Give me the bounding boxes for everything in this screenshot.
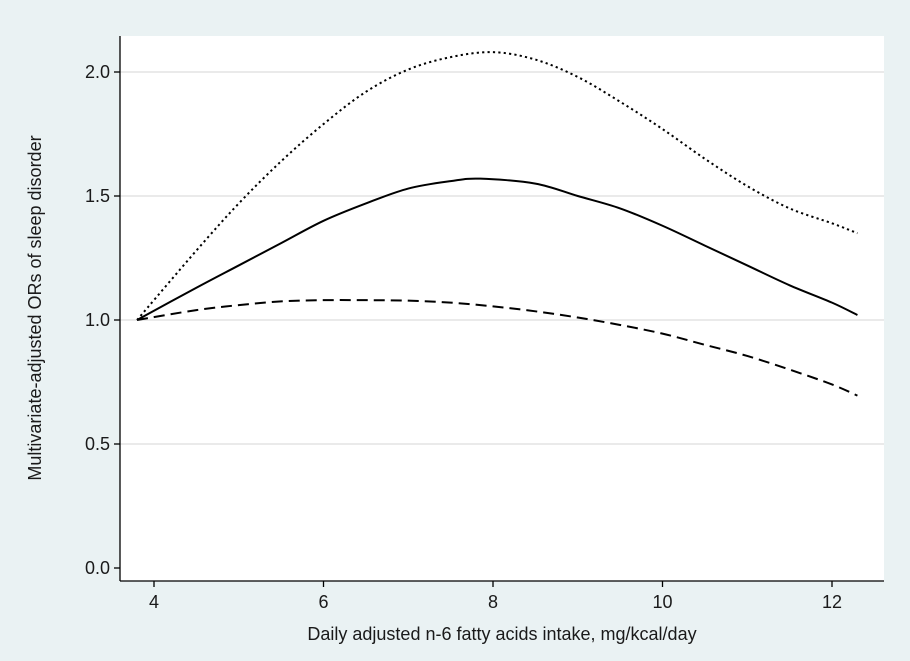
x-tick-label: 8 [488,592,498,612]
y-axis-label: Multivariate-adjusted ORs of sleep disor… [25,135,45,480]
plot-area [120,36,884,581]
series-line-dotted [136,51,858,321]
axes: 0.0 0.5 1.0 1.5 2.0 4 6 8 10 12 [85,36,884,612]
x-tick-label: 6 [318,592,328,612]
y-tick-label: 0.5 [85,434,110,454]
series-line-solid [136,177,858,321]
x-tick-label: 12 [822,592,842,612]
y-tick-label: 1.0 [85,310,110,330]
gridlines [120,71,884,445]
y-tick-label: 2.0 [85,62,110,82]
x-axis-label: Daily adjusted n-6 fatty acids intake, m… [307,624,696,644]
y-tick-label: 0.0 [85,558,110,578]
x-tick-label: 10 [652,592,672,612]
series-line-dashed [136,299,858,397]
y-tick-label: 1.5 [85,186,110,206]
x-tick-label: 4 [149,592,159,612]
series-group [136,51,858,397]
